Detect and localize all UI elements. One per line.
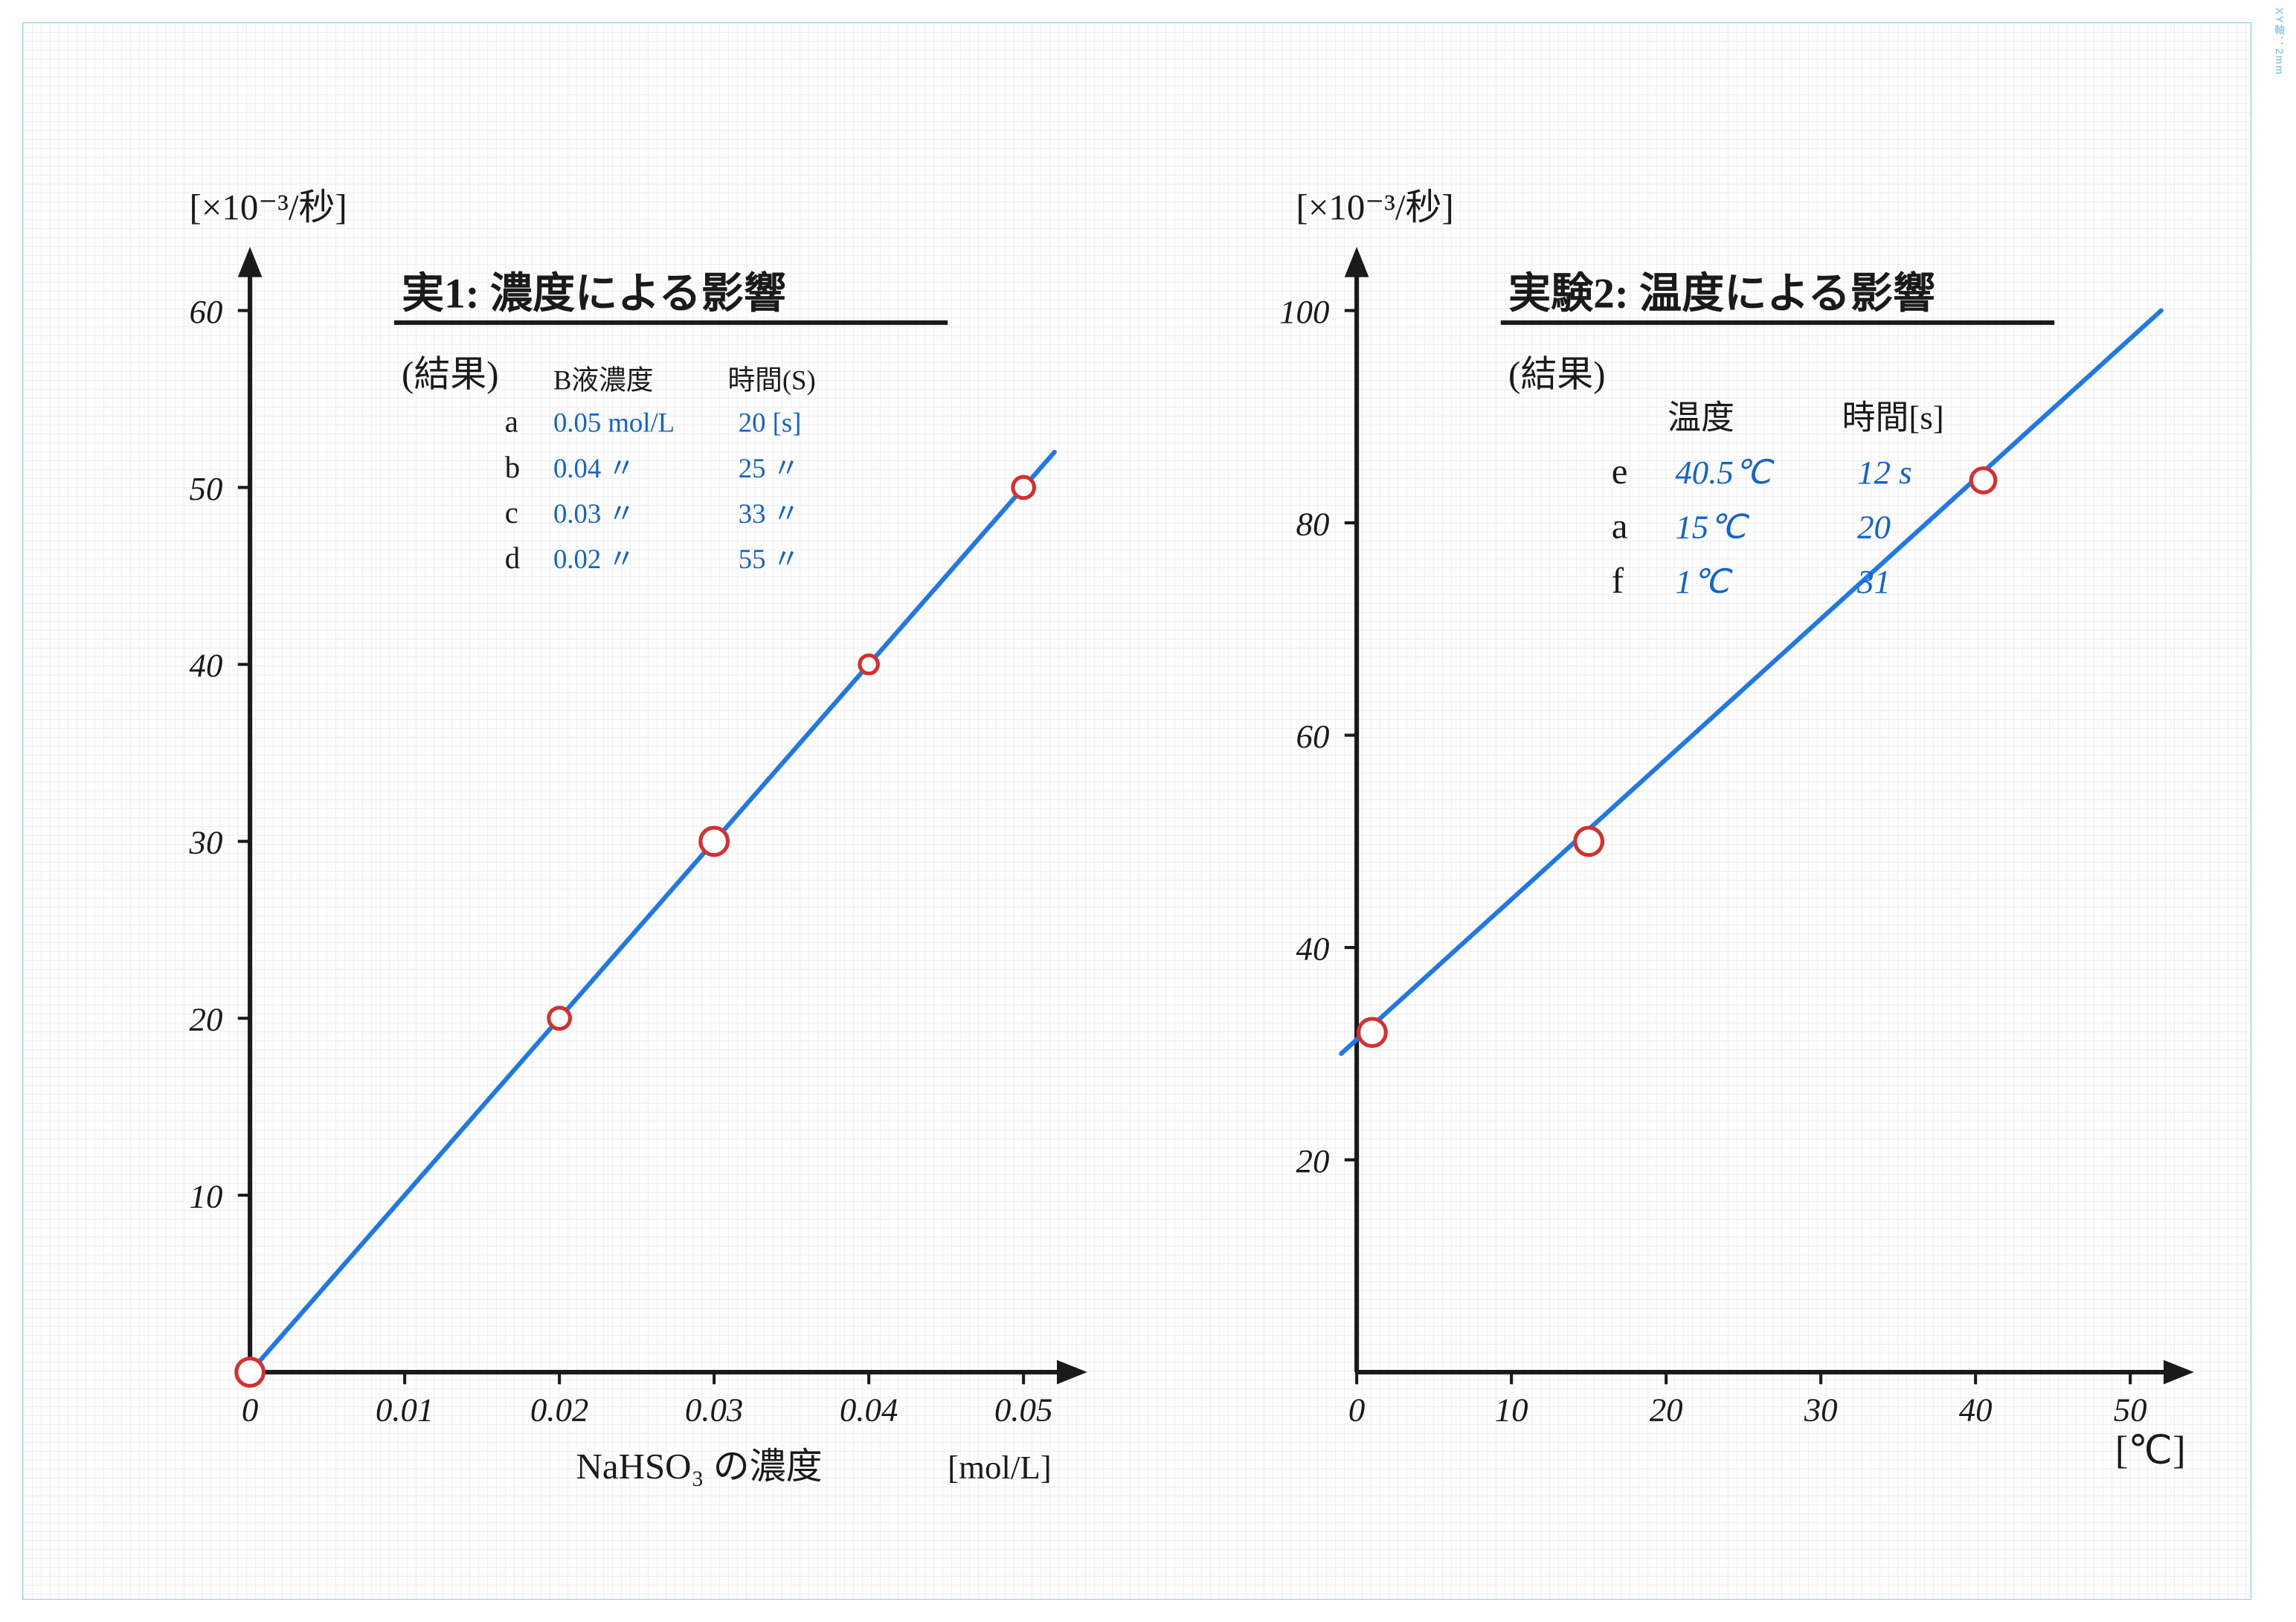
row-time: 25 〃 — [739, 453, 800, 483]
data-point — [237, 1359, 264, 1386]
chart-left: 10 20 30 40 50 60 0 0.01 0.02 0.03 0.04 0.05 [×10⁻³/… — [53, 53, 1115, 1569]
row-time: 20 — [1857, 508, 1891, 545]
data-point — [701, 828, 728, 855]
row-tag: b — [505, 451, 520, 484]
fit-line — [250, 452, 1055, 1372]
row-time: 12 s — [1857, 454, 1912, 491]
chart-right: 20 40 60 80 100 0 10 20 30 40 50 [×10⁻³/秒] 実験2: 温度によ… — [1160, 53, 2222, 1569]
x-tick-label: 0.03 — [685, 1391, 744, 1428]
y-tick-label: 80 — [1296, 505, 1329, 542]
y-tick-label: 10 — [190, 1177, 223, 1214]
y-tick-label: 60 — [190, 293, 223, 330]
x-tick-label: 30 — [1803, 1391, 1837, 1428]
x-unit-label: [℃] — [2115, 1429, 2185, 1472]
row-tag: f — [1611, 560, 1624, 601]
row-conc: 0.02 〃 — [553, 544, 635, 574]
results-heading: (結果) — [402, 354, 498, 395]
row-temp: 40.5℃ — [1675, 454, 1775, 491]
row-tag: d — [505, 541, 520, 575]
fit-line — [1341, 311, 2161, 1054]
y-tick-label: 40 — [1296, 930, 1329, 967]
results-col2: 時間[s] — [1842, 399, 1943, 437]
y-axis-arrow — [238, 247, 263, 277]
results-col2: 時間(S) — [727, 365, 815, 396]
chart-left-svg: 10 20 30 40 50 60 0 0.01 0.02 0.03 0.04 0.05 [×10⁻³/… — [53, 53, 1115, 1569]
x-tick-label: 0.01 — [376, 1391, 434, 1428]
y-tick-label: 40 — [190, 647, 223, 684]
y-axis-arrow — [1344, 247, 1369, 277]
results-heading: (結果) — [1508, 354, 1605, 395]
row-temp: 1℃ — [1675, 563, 1732, 600]
data-point — [1358, 1019, 1386, 1046]
y-tick-label: 60 — [1296, 718, 1329, 755]
row-tag: c — [505, 496, 518, 530]
row-tag: e — [1611, 451, 1627, 492]
x-tick-label: 0.05 — [994, 1391, 1053, 1428]
chart-title: 実験2: 温度による影響 — [1508, 270, 1935, 317]
y-tick-label: 30 — [189, 824, 223, 861]
x-tick-label: 0.02 — [530, 1391, 589, 1428]
results-col1: 温度 — [1668, 399, 1734, 437]
row-temp: 15℃ — [1675, 508, 1749, 545]
charts-row: 10 20 30 40 50 60 0 0.01 0.02 0.03 0.04 0.05 [×10⁻³/… — [53, 53, 2221, 1569]
data-point — [549, 1008, 570, 1029]
row-time: 31 — [1856, 563, 1891, 600]
x-unit-label: [mol/L] — [948, 1449, 1052, 1486]
y-tick-label: 100 — [1279, 293, 1329, 330]
x-axis-arrow — [2164, 1360, 2194, 1385]
chart-title: 実1: 濃度による影響 — [402, 270, 786, 317]
x-tick-label: 0 — [242, 1391, 258, 1428]
y-unit-label: [×10⁻³/秒] — [1296, 187, 1453, 228]
row-conc: 0.03 〃 — [553, 498, 635, 529]
x-tick-label: 20 — [1649, 1391, 1682, 1428]
x-axis-label: NaHSO₃ の濃度 — [576, 1446, 823, 1487]
graph-paper: 10 20 30 40 50 60 0 0.01 0.02 0.03 0.04 0.05 [×10⁻³/… — [22, 22, 2251, 1600]
chart-right-svg: 20 40 60 80 100 0 10 20 30 40 50 [×10⁻³/秒] 実験2: 温度によ… — [1160, 53, 2222, 1569]
row-time: 55 〃 — [739, 544, 800, 574]
x-tick-label: 10 — [1494, 1391, 1528, 1428]
x-tick-label: 0 — [1348, 1391, 1364, 1428]
results-col1: B液濃度 — [553, 365, 654, 396]
x-tick-label: 50 — [2113, 1391, 2147, 1428]
data-point — [1575, 828, 1602, 855]
data-point — [1013, 477, 1035, 498]
y-tick-label: 20 — [1296, 1142, 1329, 1180]
row-tag: a — [505, 405, 518, 439]
data-point — [860, 655, 878, 673]
side-note: XY軸：2mm — [2272, 7, 2287, 76]
y-tick-label: 20 — [190, 1001, 223, 1038]
row-conc: 0.05 mol/L — [553, 408, 675, 438]
y-tick-label: 50 — [190, 470, 223, 507]
y-unit-label: [×10⁻³/秒] — [190, 187, 347, 228]
x-axis-arrow — [1057, 1360, 1087, 1385]
x-tick-label: 40 — [1958, 1391, 1992, 1428]
row-time: 20 [s] — [739, 408, 802, 438]
data-point — [1971, 469, 1996, 493]
row-conc: 0.04 〃 — [553, 453, 635, 483]
x-tick-label: 0.04 — [840, 1391, 898, 1428]
row-tag: a — [1611, 505, 1627, 546]
row-time: 33 〃 — [739, 498, 800, 529]
